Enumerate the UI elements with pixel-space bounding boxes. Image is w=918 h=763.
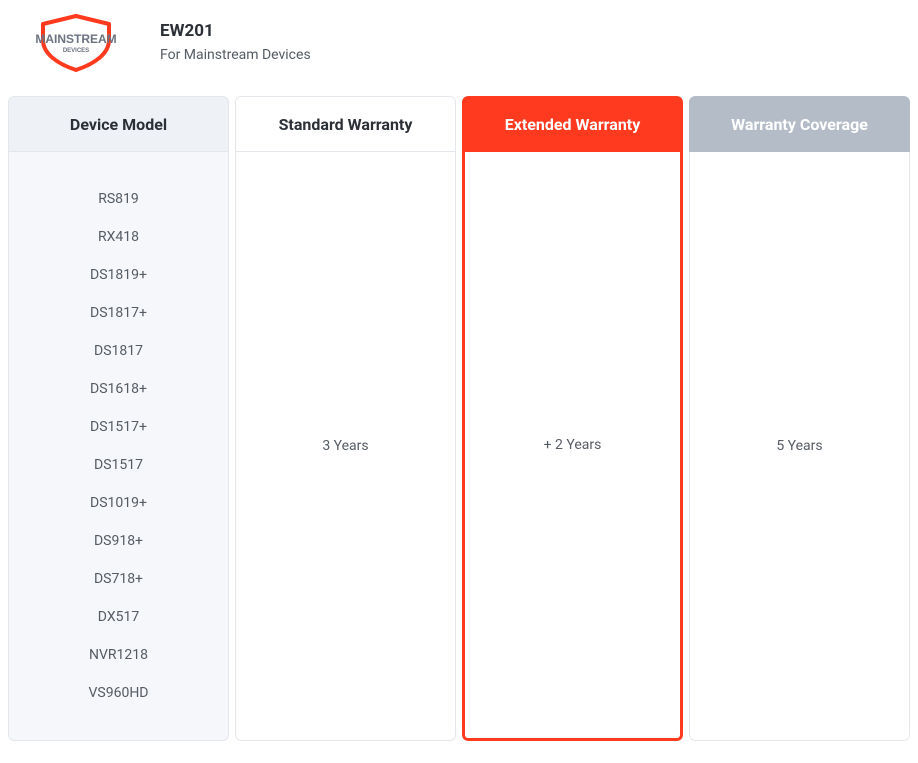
column-header-extended: Extended Warranty bbox=[462, 96, 683, 152]
device-item: DS1817 bbox=[88, 332, 148, 370]
device-item: DS1817+ bbox=[88, 294, 148, 332]
shield-icon: MAINSTREAM DEVICES bbox=[16, 12, 136, 72]
column-extended-warranty: Extended Warranty + 2 Years bbox=[462, 96, 683, 741]
device-item: DS1618+ bbox=[88, 370, 148, 408]
device-item: DS1819+ bbox=[88, 256, 148, 294]
column-standard-warranty: Standard Warranty 3 Years bbox=[235, 96, 456, 741]
brand-logo: MAINSTREAM DEVICES bbox=[16, 12, 136, 72]
device-item: NVR1218 bbox=[88, 636, 148, 674]
extended-warranty-value: + 2 Years bbox=[544, 437, 602, 453]
brand-text-line2: DEVICES bbox=[63, 48, 89, 54]
warranty-table: Device Model RS819RX418DS1819+DS1817+DS1… bbox=[8, 96, 910, 741]
column-body-coverage: 5 Years bbox=[689, 152, 910, 741]
device-item: RX418 bbox=[88, 218, 148, 256]
column-body-extended: + 2 Years bbox=[462, 152, 683, 741]
column-header-coverage: Warranty Coverage bbox=[689, 96, 910, 152]
standard-warranty-value: 3 Years bbox=[322, 438, 368, 454]
brand-text-line1: MAINSTREAM bbox=[35, 32, 116, 46]
device-item: DS918+ bbox=[88, 522, 148, 560]
device-item: DS1517 bbox=[88, 446, 148, 484]
column-header-standard: Standard Warranty bbox=[235, 96, 456, 152]
device-item: DS1517+ bbox=[88, 408, 148, 446]
device-item: RS819 bbox=[88, 180, 148, 218]
device-list: RS819RX418DS1819+DS1817+DS1817DS1618+DS1… bbox=[88, 180, 148, 712]
column-warranty-coverage: Warranty Coverage 5 Years bbox=[689, 96, 910, 741]
warranty-coverage-value: 5 Years bbox=[776, 438, 822, 454]
column-header-device-model: Device Model bbox=[8, 96, 229, 152]
page-title: EW201 bbox=[160, 21, 311, 41]
device-item: DS1019+ bbox=[88, 484, 148, 522]
device-item: DX517 bbox=[88, 598, 148, 636]
column-body-standard: 3 Years bbox=[235, 152, 456, 741]
column-device-model: Device Model RS819RX418DS1819+DS1817+DS1… bbox=[8, 96, 229, 741]
device-item: VS960HD bbox=[88, 674, 148, 712]
page-subtitle: For Mainstream Devices bbox=[160, 47, 311, 63]
title-block: EW201 For Mainstream Devices bbox=[160, 21, 311, 63]
column-body-device-model: RS819RX418DS1819+DS1817+DS1817DS1618+DS1… bbox=[8, 152, 229, 741]
page-header: MAINSTREAM DEVICES EW201 For Mainstream … bbox=[8, 8, 910, 96]
device-item: DS718+ bbox=[88, 560, 148, 598]
